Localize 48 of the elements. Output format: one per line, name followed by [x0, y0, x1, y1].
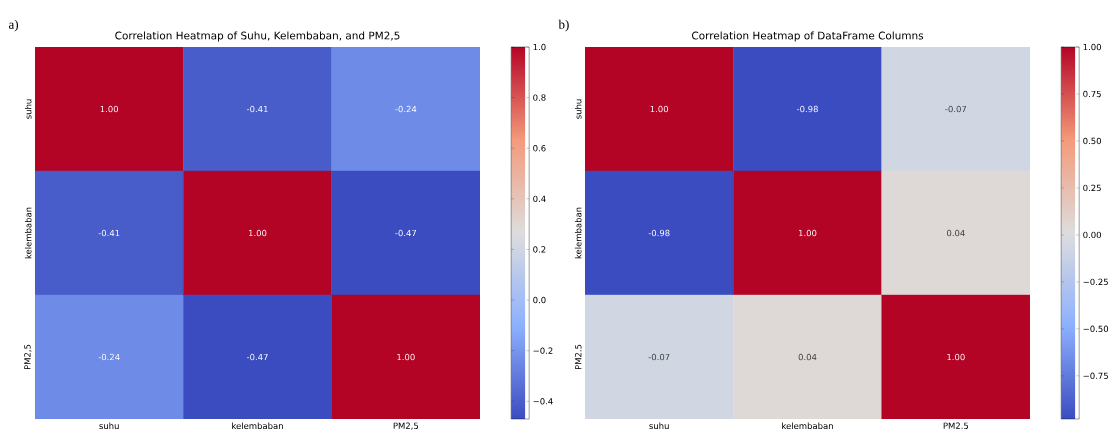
- data-label: 1.00: [799, 229, 817, 237]
- x-tick-label: kelembaban: [782, 422, 833, 430]
- text: b): [558, 19, 569, 32]
- y-tick-label: PM2.5: [575, 344, 582, 370]
- chart-title: Correlation Heatmap of DataFrame Columns: [692, 31, 924, 42]
- x-tick-label: suhu: [649, 422, 669, 430]
- color-bar-label: 0.75: [1083, 90, 1101, 98]
- color-bar-label: −0.75: [1083, 372, 1108, 379]
- color-bar-label: −0.25: [1083, 278, 1108, 286]
- color-bar-label: 0.4: [533, 195, 546, 203]
- x-tick-label: PM2.5: [943, 422, 969, 429]
- data-label: 1.00: [397, 353, 415, 361]
- data-label: -0.98: [648, 229, 670, 237]
- color-bar-label: 0.25: [1083, 184, 1101, 192]
- data-label: -0.47: [395, 229, 417, 237]
- data-label: 0.04: [798, 353, 817, 361]
- data-label: 1.00: [650, 105, 669, 113]
- chart-title: Correlation Heatmap of Suhu, Kelembaban, and PM2,5: [115, 31, 400, 42]
- x-tick-label: kelembaban: [232, 422, 283, 430]
- data-label: -0.41: [98, 229, 120, 237]
- color-bar-label: −0.4: [533, 398, 553, 405]
- x-tick-label: suhu: [99, 422, 119, 430]
- data-label: -0.47: [246, 353, 268, 361]
- data-label: 0.04: [946, 229, 965, 237]
- y-tick-label: suhu: [574, 99, 582, 119]
- color-bar-label: 0.8: [533, 94, 546, 101]
- y-tick-label: kelembaban: [24, 207, 32, 259]
- color-bar-label: −0.50: [1083, 325, 1109, 333]
- y-tick-label: suhu: [24, 99, 32, 119]
- color-bar-label: 0.0: [533, 296, 546, 304]
- y-tick-label: PM2,5: [24, 344, 32, 370]
- data-label: 1.00: [249, 229, 267, 237]
- data-label: -0.24: [395, 105, 417, 113]
- color-bar-label: 1.00: [1083, 43, 1101, 51]
- color-bar-label: −0.2: [533, 347, 553, 354]
- data-label: -0.07: [945, 105, 967, 113]
- text: a): [8, 19, 19, 32]
- data-label: -0.98: [796, 105, 818, 113]
- data-label: -0.41: [246, 105, 268, 113]
- color-bar-label: 0.00: [1083, 231, 1101, 239]
- data-label: 1.00: [100, 105, 119, 113]
- color-bar-label: 0.50: [1083, 137, 1101, 145]
- data-label: 1.00: [947, 353, 965, 361]
- y-tick-label: kelembaban: [574, 207, 582, 259]
- color-bar-label: 0.2: [533, 246, 546, 253]
- color-bar-label: 0.6: [533, 145, 546, 152]
- color-bar-label: 1.0: [533, 43, 546, 51]
- x-tick-label: PM2,5: [393, 422, 419, 430]
